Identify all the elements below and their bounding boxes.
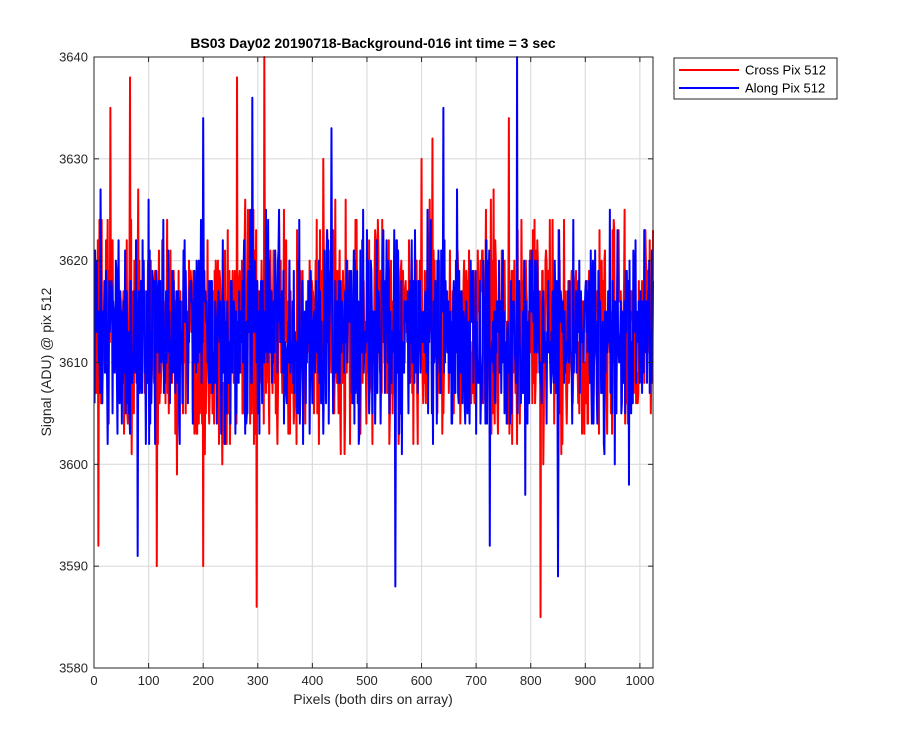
y-tick-label: 3580 — [59, 661, 88, 676]
y-axis-title: Signal (ADU) @ pix 512 — [38, 287, 54, 436]
x-tick-label: 900 — [574, 673, 596, 688]
legend-box — [673, 57, 838, 100]
y-tick-label: 3640 — [59, 50, 88, 65]
x-tick-label: 600 — [411, 673, 433, 688]
x-tick-label: 1000 — [625, 673, 654, 688]
y-tick-label: 3590 — [59, 559, 88, 574]
x-axis-title: Pixels (both dirs on array) — [293, 691, 453, 707]
tick-layer: 0 100 200 300 400 500 600 700 800 900 1000 3580 3590… — [59, 50, 654, 689]
x-tick-label: 200 — [192, 673, 214, 688]
y-tick-label: 3620 — [59, 253, 88, 268]
x-tick-label: 800 — [520, 673, 542, 688]
series-layer — [93, 56, 654, 619]
series-line-along-pix — [93, 56, 654, 588]
legend-label-along: Along Pix 512 — [745, 81, 825, 96]
y-tick-label: 3630 — [59, 151, 88, 166]
x-tick-label: 100 — [138, 673, 160, 688]
x-tick-label: 0 — [90, 673, 97, 688]
x-tick-label: 300 — [247, 673, 269, 688]
chart-title: BS03 Day02 20190718-Background-016 int t… — [190, 35, 556, 51]
x-tick-label: 400 — [302, 673, 324, 688]
legend: Cross Pix 512 Along Pix 512 — [673, 57, 838, 100]
y-tick-label: 3600 — [59, 457, 88, 472]
x-tick-label: 700 — [465, 673, 487, 688]
legend-label-cross: Cross Pix 512 — [745, 63, 826, 78]
x-tick-label: 500 — [356, 673, 378, 688]
y-tick-label: 3610 — [59, 355, 88, 370]
